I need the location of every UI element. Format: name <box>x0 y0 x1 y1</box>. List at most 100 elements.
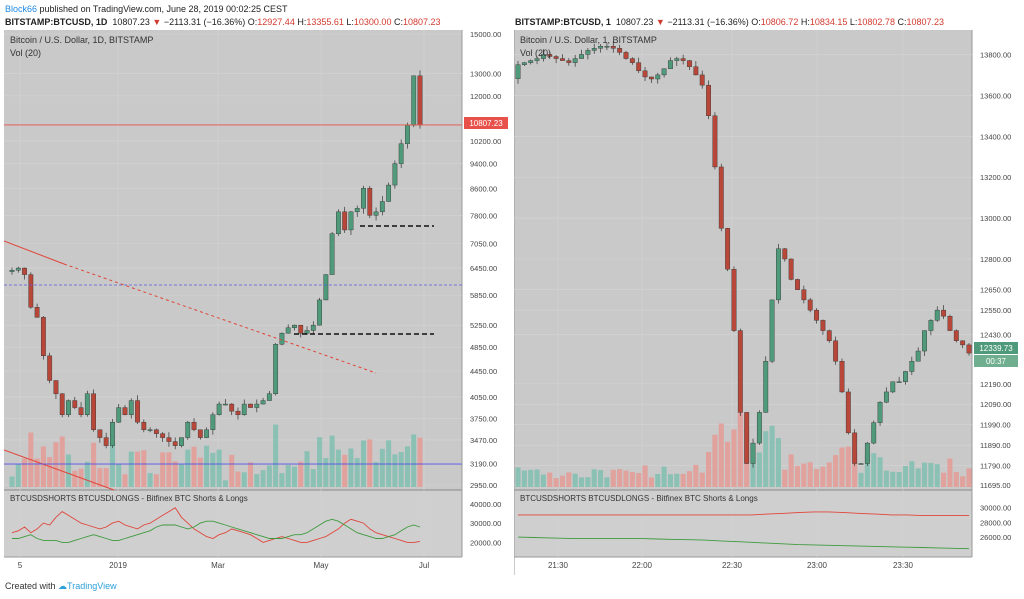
volume-bar <box>84 461 90 487</box>
volume-bar <box>373 462 379 487</box>
candle-body <box>141 421 147 430</box>
btcusdlongs-line <box>12 518 421 543</box>
candle-body <box>699 74 705 86</box>
volume-bar <box>229 454 235 487</box>
volume-bar <box>775 438 781 487</box>
left-symbol: BITSTAMP:BTCUSD, 1D <box>5 17 108 27</box>
candle-body <box>864 442 870 464</box>
candle-body <box>304 330 310 334</box>
volume-bar <box>540 474 546 487</box>
candle-body <box>750 442 756 464</box>
volume-bar <box>398 452 404 487</box>
candle-body <box>909 361 915 372</box>
y-tick-label: 4850.00 <box>470 343 497 352</box>
candle-body <box>103 437 109 446</box>
left-low: 10300.00 <box>353 17 392 27</box>
volume-bar <box>566 472 572 487</box>
candle-body <box>725 228 731 270</box>
volume-bar <box>547 472 553 487</box>
candle-body <box>135 400 140 423</box>
right-open: 10806.72 <box>760 17 799 27</box>
left-open: 12927.44 <box>257 17 295 27</box>
left-change: −2113.31 (−16.36%) <box>163 17 246 27</box>
left-grid <box>4 30 462 557</box>
candle-body <box>229 403 235 412</box>
trendline-lower <box>4 449 115 491</box>
btcusdshorts-line <box>11 507 421 543</box>
candle-body <box>405 124 410 144</box>
candle-body <box>398 143 404 164</box>
candle-body <box>128 400 134 415</box>
volume-bar <box>871 453 877 487</box>
left-chart-pane[interactable]: 15000.00 13000.00 12000.00 10200.00 9400.00 8… <box>4 30 514 575</box>
right-indicator-lines <box>517 511 970 550</box>
volume-bar <box>756 452 762 487</box>
volume-bar <box>291 466 297 487</box>
right-countdown-tag <box>974 355 1018 367</box>
candle-body <box>235 410 241 415</box>
candle-body <box>216 403 222 415</box>
candle-body <box>928 320 934 331</box>
candle-body <box>379 201 385 213</box>
left-y-axis: 15000.00 13000.00 12000.00 10200.00 9400.00 8… <box>470 30 501 490</box>
y-tick-label: 13200.00 <box>980 173 1011 182</box>
y-tick-label: 11990.00 <box>980 421 1011 430</box>
candle-body <box>896 381 902 383</box>
volume-bar <box>718 423 724 487</box>
volume-bar <box>9 476 15 487</box>
footer-brand[interactable]: TradingView <box>67 581 117 591</box>
y-tick-label: 9400.00 <box>470 160 497 169</box>
volume-bar <box>103 468 109 487</box>
author-link[interactable]: Block66 <box>5 4 38 14</box>
right-chart-pane[interactable]: 13800.00 13600.00 13400.00 13200.00 13000.00… <box>514 30 1022 575</box>
candle-body <box>623 52 629 59</box>
volume-bar <box>655 473 661 487</box>
volume-bar <box>820 466 826 487</box>
volume-bar <box>285 465 291 487</box>
volume-bar <box>591 469 597 487</box>
volume-bar <box>354 458 360 487</box>
candle-body <box>84 393 90 415</box>
candle-body <box>59 393 65 415</box>
volume-bar <box>896 472 902 487</box>
volume-bar <box>109 442 115 487</box>
x-tick-label: Jul <box>419 561 429 570</box>
volume-bar <box>941 472 947 487</box>
right-x-axis: 21:30 22:00 22:30 23:00 23:30 <box>548 561 914 570</box>
candle-body <box>336 211 341 234</box>
volume-bar <box>367 439 373 487</box>
candle-body <box>40 317 46 357</box>
volume-bar <box>153 474 159 487</box>
volume-bar <box>801 463 807 487</box>
trendline-dashed <box>63 263 377 374</box>
candle-body <box>66 400 71 415</box>
candle-body <box>342 211 348 231</box>
volume-bar <box>947 458 953 487</box>
candle-body <box>9 270 15 272</box>
right-symbol: BITSTAMP:BTCUSD, 1 <box>515 17 611 27</box>
candle-body <box>417 75 423 126</box>
candle-body <box>648 76 654 80</box>
x-tick-label: 5 <box>18 561 23 570</box>
x-tick-label: 22:00 <box>632 561 653 570</box>
y-tick-label: 5250.00 <box>470 321 497 330</box>
right-candles <box>515 41 972 468</box>
y-tick-label: 11695.00 <box>980 481 1011 490</box>
candle-body <box>674 58 680 61</box>
volume-bar <box>216 449 222 487</box>
candle-body <box>185 421 191 438</box>
volume-bar <box>411 434 417 487</box>
candle-body <box>947 316 953 331</box>
candle-body <box>839 361 845 393</box>
candle-body <box>756 412 762 444</box>
volume-bar <box>877 457 883 487</box>
candle-body <box>72 400 78 408</box>
candle-body <box>718 166 724 229</box>
candle-body <box>266 393 272 401</box>
volume-bar <box>222 480 228 487</box>
candle-body <box>737 330 743 413</box>
candle-body <box>22 267 27 275</box>
candle-body <box>610 46 616 49</box>
candle-body <box>317 299 322 326</box>
